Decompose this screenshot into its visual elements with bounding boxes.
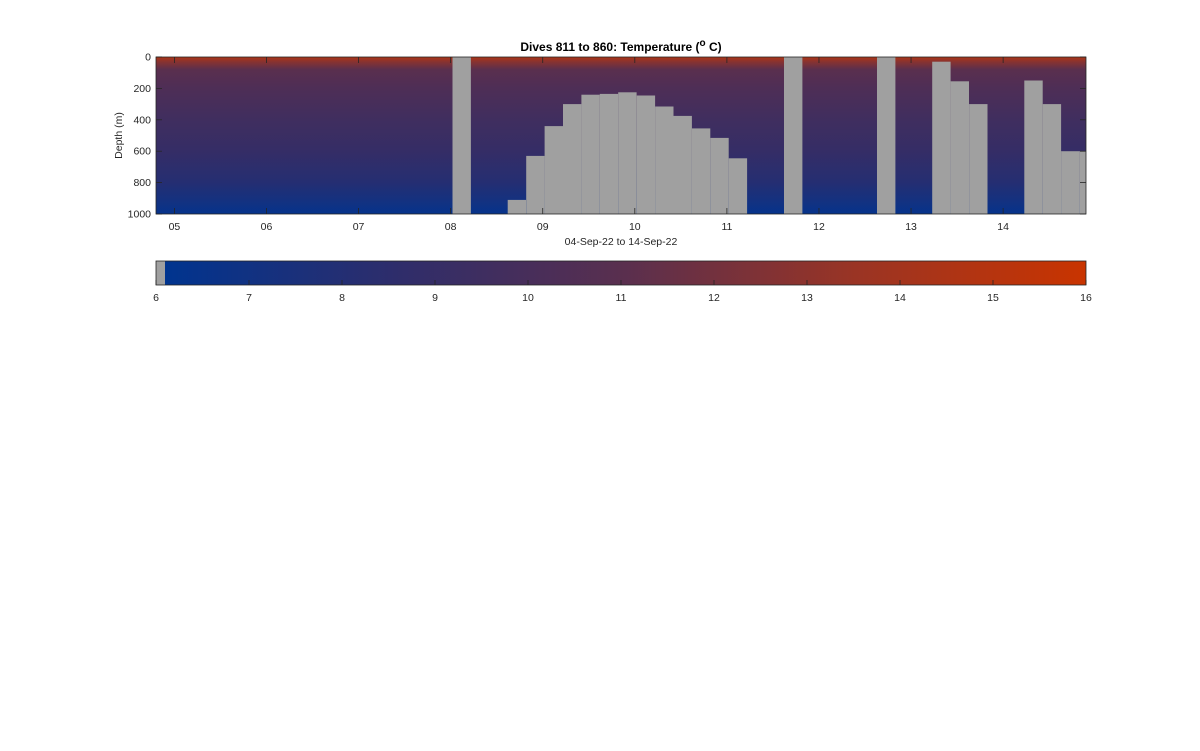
y-tick-label: 1000 [128, 209, 152, 221]
no-data-bar [599, 93, 619, 214]
no-data-bar [1024, 80, 1043, 214]
no-data-bar [950, 81, 969, 214]
x-axis-label: 04-Sep-22 to 14-Sep-22 [565, 236, 678, 248]
x-tick-label: 14 [997, 221, 1009, 233]
colorbar-tick-label: 15 [987, 292, 999, 304]
no-data-bar [1042, 104, 1062, 214]
y-tick-label: 800 [133, 177, 151, 189]
colorbar-tick-label: 8 [339, 292, 345, 304]
x-tick-label: 08 [445, 221, 457, 233]
colorbar-tick-label: 9 [432, 292, 438, 304]
y-tick-label: 400 [133, 114, 151, 126]
chart-title-superscript: o [700, 38, 706, 49]
colorbar-tick-label: 10 [522, 292, 534, 304]
no-data-bar [507, 199, 527, 214]
no-data-bar [655, 106, 674, 214]
colorbar-tick-label: 12 [708, 292, 720, 304]
chart-title-suffix: C) [706, 40, 722, 54]
no-data-bar [636, 95, 656, 214]
x-tick-label: 10 [629, 221, 641, 233]
x-tick-label: 12 [813, 221, 825, 233]
x-tick-label: 07 [353, 221, 365, 233]
x-axis-ticks: 05 06 07 08 09 10 11 12 13 14 [169, 57, 1009, 233]
y-tick-label: 600 [133, 146, 151, 158]
colorbar-gradient-bar [165, 261, 1086, 285]
colorbar-tick-label: 11 [616, 292, 627, 304]
colorbar-nodata-swatch [156, 261, 165, 285]
no-data-bar [969, 104, 988, 214]
y-tick-label: 0 [145, 52, 151, 64]
no-data-bar [581, 94, 600, 214]
no-data-bar [526, 155, 545, 214]
x-tick-label: 13 [905, 221, 917, 233]
colorbar-tick-label: 6 [153, 292, 159, 304]
no-data-bar [728, 158, 748, 214]
colorbar-ticks: 6 7 8 9 10 11 12 13 14 15 16 [153, 280, 1092, 304]
colorbar-tick-label: 16 [1080, 292, 1092, 304]
y-axis-label: Depth (m) [113, 112, 125, 159]
y-tick-label: 200 [133, 83, 151, 95]
no-data-bar [618, 92, 637, 214]
x-tick-label: 11 [721, 221, 732, 233]
y-axis-ticks: 0 200 400 600 800 1000 [128, 52, 1086, 221]
x-tick-label: 06 [261, 221, 273, 233]
no-data-bar [932, 61, 951, 214]
no-data-bar [691, 128, 711, 214]
x-tick-label: 09 [537, 221, 549, 233]
colorbar-tick-label: 14 [894, 292, 906, 304]
x-tick-label: 05 [169, 221, 181, 233]
heatmap-plot-area [155, 56, 1087, 215]
no-data-bar [673, 115, 692, 214]
colorbar-tick-label: 13 [801, 292, 813, 304]
no-data-bar [544, 126, 563, 214]
no-data-regions [452, 57, 1086, 214]
no-data-bar [877, 57, 896, 214]
chart-title: Dives 811 to 860: Temperature (o C) [520, 38, 721, 54]
no-data-bar [710, 137, 729, 214]
no-data-bar [452, 57, 471, 214]
no-data-bar [563, 104, 582, 214]
chart-title-main: Dives 811 to 860: Temperature ( [520, 40, 699, 54]
no-data-bar [784, 57, 803, 214]
colorbar-tick-label: 7 [246, 292, 252, 304]
no-data-bar [1061, 151, 1080, 214]
plot-frame [155, 56, 1087, 215]
colorbar: 6 7 8 9 10 11 12 13 14 15 16 [153, 260, 1092, 304]
